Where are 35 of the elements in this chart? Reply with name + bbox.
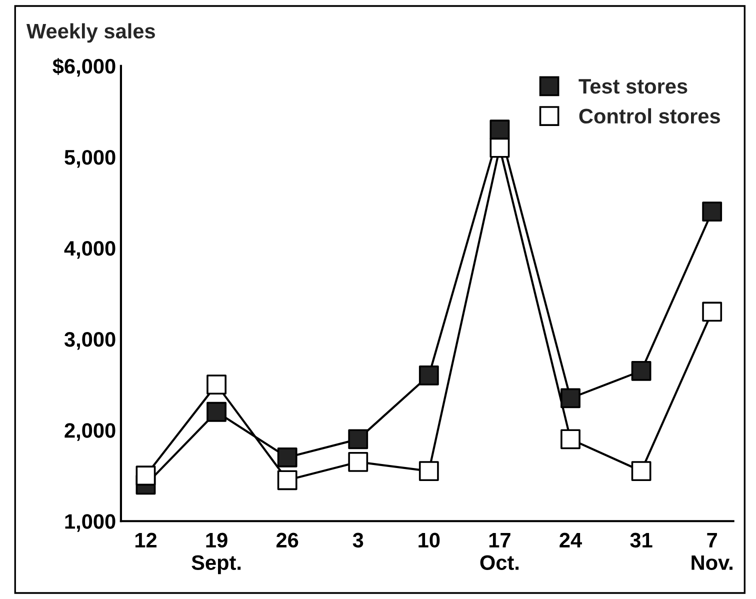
x-tick-label: 17 Oct. <box>480 533 519 570</box>
y-tick-label: 3,000 <box>64 332 116 350</box>
legend-label: Test stores <box>578 79 688 94</box>
x-tick-label: 7 Nov. <box>692 533 732 570</box>
point <box>560 429 580 450</box>
point <box>277 447 298 468</box>
x-tick-label: 31 <box>630 532 652 548</box>
y-tick-label: 4,000 <box>64 240 116 259</box>
y-tick-label: 1,000 <box>65 514 116 532</box>
point <box>631 360 652 381</box>
point <box>702 202 722 222</box>
point <box>348 452 368 472</box>
point <box>348 429 368 450</box>
chart-title: Weekly sales <box>26 23 155 43</box>
point <box>206 402 226 422</box>
point <box>136 466 156 486</box>
x-tick-label: 19 Sept. <box>192 532 241 574</box>
point <box>418 365 439 386</box>
x-tick-label: 12 <box>135 532 156 548</box>
point <box>277 470 298 490</box>
legend-label: Control stores <box>579 108 720 124</box>
point <box>206 374 226 395</box>
x-tick-label: 24 <box>560 532 582 548</box>
point <box>418 461 439 482</box>
point <box>490 138 510 158</box>
y-tick-label: $6,000 <box>52 58 116 77</box>
x-tick-label: 3 <box>352 532 364 548</box>
x-tick-label: 10 <box>418 532 440 548</box>
x-tick-label: 26 <box>276 532 298 548</box>
point <box>631 461 652 482</box>
y-tick-label: 5,000 <box>64 150 116 168</box>
point <box>560 388 580 408</box>
y-tick-label: 2,000 <box>64 423 116 441</box>
point <box>490 120 510 140</box>
point <box>702 302 722 322</box>
